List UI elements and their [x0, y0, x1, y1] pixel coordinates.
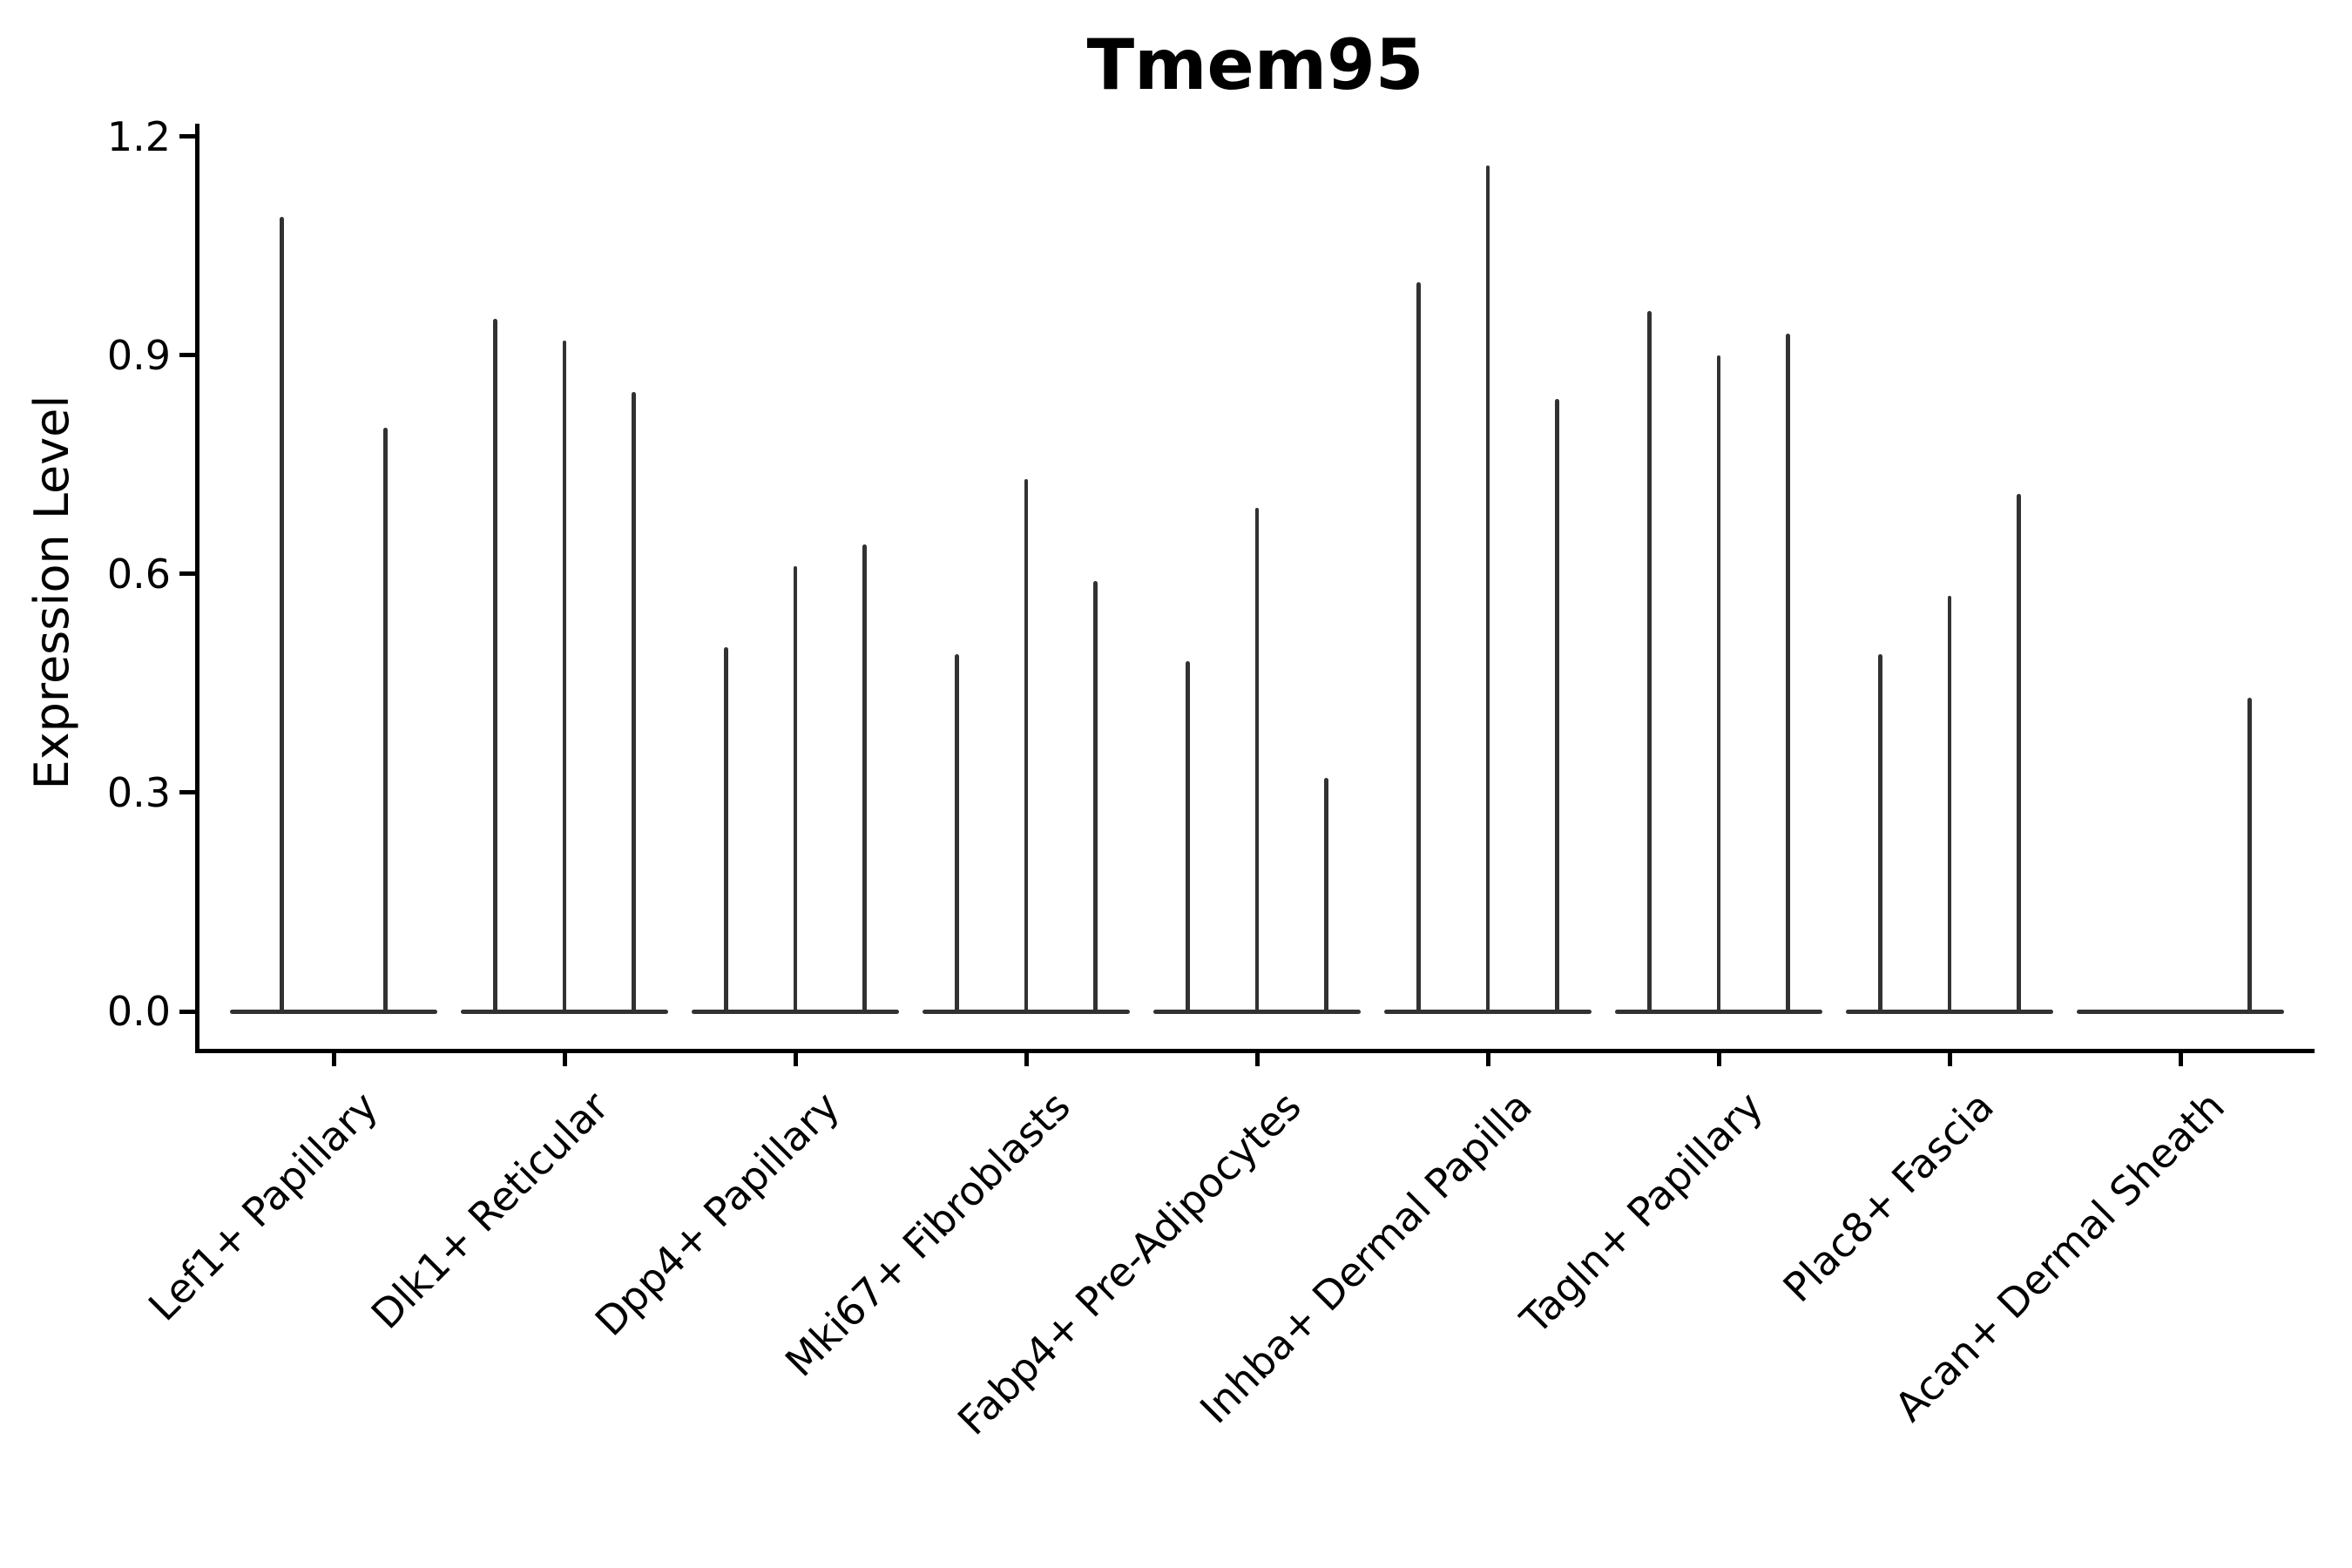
x-tick: [331, 1053, 336, 1066]
x-tick-label: Plac8+ Fascia: [1774, 1082, 2003, 1312]
violin-spike: [1878, 653, 1882, 1013]
y-tick-label: 0.9: [106, 331, 171, 379]
x-axis-spine: [195, 1049, 2315, 1053]
violin-spike: [955, 653, 959, 1013]
violin-spike: [1716, 355, 1721, 1013]
violin-spike: [1024, 478, 1029, 1013]
x-tick-label: Dpp4+ Papillary: [585, 1082, 848, 1345]
violin-spike: [1324, 778, 1328, 1013]
violin-spike: [1647, 311, 1652, 1013]
violin-spike: [1416, 282, 1421, 1013]
y-tick: [179, 571, 195, 577]
violin-spike: [280, 216, 284, 1013]
y-tick-label: 0.3: [106, 768, 171, 816]
y-tick-label: 0.0: [106, 988, 171, 1035]
violin-spike: [1254, 508, 1260, 1013]
violin-spike: [724, 646, 728, 1013]
y-tick-label: 1.2: [106, 112, 171, 160]
y-tick: [179, 134, 195, 139]
violin-spike: [562, 340, 567, 1013]
chart-title: Tmem95: [1086, 24, 1424, 105]
y-tick: [179, 1009, 195, 1014]
x-tick: [2178, 1053, 2183, 1066]
violin-spike: [1555, 398, 1559, 1013]
violin-baseline: [2077, 1009, 2284, 1014]
violin-spike: [493, 318, 497, 1013]
x-tick: [793, 1053, 798, 1066]
x-tick: [562, 1053, 567, 1066]
violin-baseline: [230, 1009, 437, 1014]
x-tick-label: Tagln+ Papillary: [1511, 1082, 1772, 1343]
x-tick-label: Acan+ Dermal Sheath: [1885, 1082, 2234, 1431]
violin-spike: [1186, 661, 1190, 1013]
violin-spike: [2017, 493, 2021, 1013]
violin-spike: [383, 428, 388, 1013]
y-tick-label: 0.6: [106, 550, 171, 598]
y-tick: [179, 353, 195, 358]
violin-spike: [793, 566, 798, 1013]
y-tick: [179, 790, 195, 795]
x-tick-label: Inhba+ Dermal Papilla: [1191, 1082, 1541, 1433]
x-tick-label: Fabp4+ Pre-Adipocytes: [948, 1082, 1310, 1444]
violin-spike: [1485, 166, 1490, 1013]
violin-spike: [862, 544, 867, 1013]
x-tick: [1485, 1053, 1490, 1066]
violin-spike: [1786, 333, 1790, 1013]
x-tick: [1024, 1053, 1029, 1066]
x-tick: [1716, 1053, 1721, 1066]
violin-spike: [632, 391, 636, 1013]
violin-spike: [1947, 595, 1952, 1013]
x-tick: [1254, 1053, 1260, 1066]
violin-spike: [1093, 581, 1098, 1013]
x-tick: [1947, 1053, 1952, 1066]
x-tick-label: Dlk1+ Reticular: [362, 1082, 618, 1338]
x-tick-label: Mki67+ Fibroblasts: [775, 1082, 1079, 1386]
y-axis-spine: [195, 124, 199, 1053]
violin-spike: [2247, 698, 2252, 1013]
